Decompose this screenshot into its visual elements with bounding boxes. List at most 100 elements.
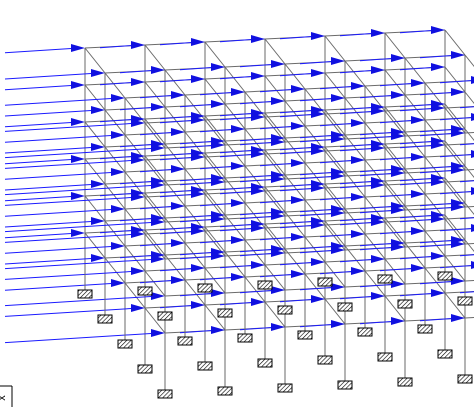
load-head xyxy=(71,44,85,52)
beam xyxy=(185,243,205,268)
beam xyxy=(165,70,185,95)
support xyxy=(318,356,332,364)
beam xyxy=(445,216,474,219)
beam xyxy=(245,240,265,265)
support xyxy=(398,378,412,386)
beam xyxy=(145,45,165,70)
support xyxy=(458,297,472,305)
support xyxy=(158,390,172,398)
beam xyxy=(125,246,145,271)
load-head xyxy=(431,26,445,34)
beam xyxy=(205,79,225,104)
support xyxy=(278,306,292,314)
load-head xyxy=(311,32,325,40)
beam xyxy=(445,290,474,293)
beam xyxy=(465,278,474,281)
load-line xyxy=(5,283,119,290)
support xyxy=(458,375,472,383)
beam xyxy=(225,104,245,129)
beam xyxy=(325,73,345,98)
load-head xyxy=(131,41,145,49)
beam xyxy=(405,95,425,120)
support xyxy=(98,315,112,323)
load-line xyxy=(5,159,79,164)
beam xyxy=(325,36,345,61)
load-head xyxy=(191,75,205,83)
load-line xyxy=(5,308,139,316)
beam xyxy=(365,234,385,259)
support xyxy=(298,331,312,339)
load-head xyxy=(71,192,85,200)
support xyxy=(398,300,412,308)
support xyxy=(438,350,452,358)
beam xyxy=(205,42,225,67)
beam xyxy=(345,61,365,86)
beam xyxy=(105,73,125,98)
beam xyxy=(85,85,105,110)
beam xyxy=(285,64,305,89)
load-arrows xyxy=(5,26,474,343)
beam xyxy=(305,237,325,262)
support xyxy=(418,325,432,333)
load-line xyxy=(5,333,159,343)
beam xyxy=(445,67,465,92)
support xyxy=(338,381,352,389)
support xyxy=(218,309,232,317)
beam xyxy=(445,105,474,108)
beam xyxy=(465,92,474,117)
support xyxy=(338,303,352,311)
support xyxy=(118,340,132,348)
beam xyxy=(425,231,445,256)
support xyxy=(138,365,152,373)
support xyxy=(158,312,172,320)
support xyxy=(138,287,152,295)
load-head xyxy=(371,29,385,37)
load-head xyxy=(131,78,145,86)
beam xyxy=(385,70,405,95)
load-line xyxy=(5,209,119,216)
support xyxy=(378,353,392,361)
support xyxy=(258,359,272,367)
support xyxy=(278,384,292,392)
load-head xyxy=(371,66,385,74)
beam xyxy=(265,76,285,101)
load-head xyxy=(431,63,445,71)
load-line xyxy=(5,172,119,179)
load-head xyxy=(71,118,85,126)
beam xyxy=(445,142,474,145)
beam xyxy=(105,110,125,135)
load-line xyxy=(5,85,79,90)
support xyxy=(318,278,332,286)
support xyxy=(358,328,372,336)
load-head xyxy=(191,38,205,46)
model-view: x xyxy=(0,0,474,407)
beam xyxy=(265,39,285,64)
load-line xyxy=(5,196,79,201)
support xyxy=(78,290,92,298)
support xyxy=(238,334,252,342)
beam xyxy=(445,30,465,55)
support xyxy=(438,272,452,280)
load-head xyxy=(71,229,85,237)
support xyxy=(198,362,212,370)
load-line xyxy=(5,48,79,53)
support xyxy=(258,281,272,289)
beam xyxy=(285,101,305,126)
beam xyxy=(85,48,105,73)
load-line xyxy=(5,259,159,269)
axis-label: x xyxy=(0,395,8,401)
beam xyxy=(345,98,365,123)
beam xyxy=(445,253,474,256)
load-head xyxy=(71,155,85,163)
load-line xyxy=(5,233,79,238)
load-line xyxy=(5,135,119,142)
load-line xyxy=(5,98,119,105)
beam xyxy=(165,107,185,132)
beam xyxy=(145,82,165,107)
beam xyxy=(405,58,425,83)
support xyxy=(198,284,212,292)
beam xyxy=(225,67,245,92)
load-line xyxy=(5,246,119,253)
load-head xyxy=(251,72,265,80)
beam xyxy=(465,55,474,80)
